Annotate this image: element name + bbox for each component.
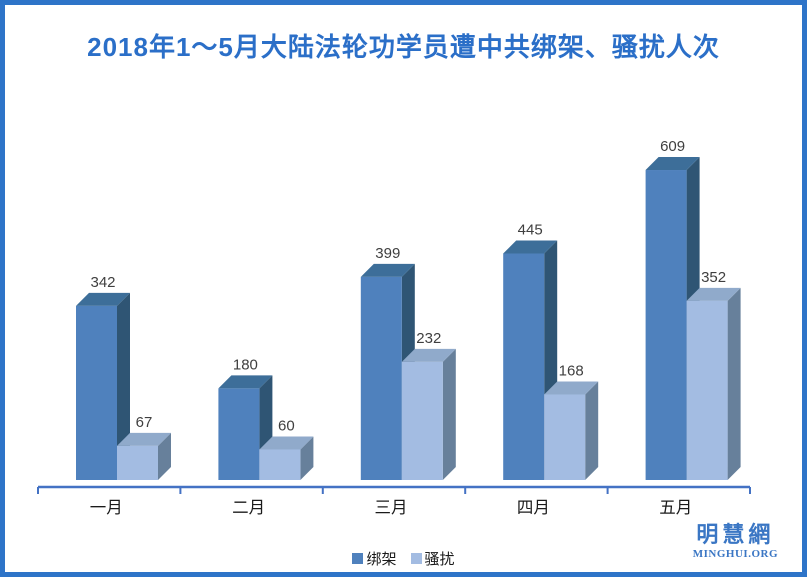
bar-value-label: 342 bbox=[90, 274, 115, 291]
chart-legend: 绑架 骚扰 bbox=[5, 548, 802, 569]
bar-value-label: 232 bbox=[416, 330, 441, 347]
x-axis-category-label: 四月 bbox=[517, 499, 550, 517]
minghui-logo-url: MINGHUI.ORG bbox=[692, 548, 778, 560]
bar-chart: 一月 二月 三月 四月 五月 342 67 180 60 399 232 445 168 609 352 bbox=[37, 138, 751, 517]
bar-front-face bbox=[218, 388, 260, 480]
legend-swatch-icon bbox=[352, 553, 364, 564]
x-axis-category-label: 二月 bbox=[232, 499, 265, 517]
legend-entry-saorao: 骚扰 bbox=[410, 548, 455, 569]
bar-side-face bbox=[442, 348, 456, 480]
bar-value-label: 445 bbox=[518, 221, 543, 238]
bar-front-face bbox=[686, 300, 728, 480]
bar-top-face bbox=[401, 348, 456, 362]
bar-side-face bbox=[727, 287, 741, 480]
bar-value-label: 609 bbox=[660, 138, 685, 155]
legend-swatch-icon bbox=[410, 553, 422, 564]
chart-title: 2018年1～5月大陆法轮功学员遭中共绑架、骚扰人次 bbox=[87, 32, 720, 62]
minghui-logo-chinese: 明慧網 bbox=[696, 522, 775, 547]
bar-front-face bbox=[259, 449, 301, 480]
x-axis-category-label: 一月 bbox=[90, 499, 123, 517]
bar-side-face bbox=[300, 436, 314, 480]
bar-front-face bbox=[401, 361, 443, 480]
bar-top-face bbox=[544, 381, 599, 395]
bar-top-face bbox=[503, 240, 558, 254]
bar-value-label: 67 bbox=[136, 414, 153, 431]
bar-front-face bbox=[117, 445, 158, 480]
bar-top-face bbox=[218, 375, 273, 389]
bar-top-face bbox=[76, 292, 130, 306]
bar-value-label: 60 bbox=[278, 417, 295, 434]
bar-top-face bbox=[259, 436, 314, 450]
bar-top-face bbox=[686, 287, 741, 301]
bar-side-face bbox=[585, 381, 599, 480]
x-axis-category-label: 三月 bbox=[375, 499, 408, 517]
legend-label: 骚扰 bbox=[424, 551, 455, 568]
bar-value-label: 180 bbox=[233, 356, 258, 373]
bar-side-face bbox=[117, 292, 130, 480]
bar-front-face bbox=[503, 253, 545, 480]
bar-front-face bbox=[360, 276, 402, 480]
bar-value-label: 352 bbox=[701, 269, 726, 286]
bar-top-face bbox=[645, 157, 700, 171]
bar-side-face bbox=[158, 432, 171, 480]
legend-label: 绑架 bbox=[366, 551, 397, 568]
minghui-logo: 明慧網 MINGHUI.ORG bbox=[693, 524, 778, 560]
bar-front-face bbox=[544, 394, 586, 480]
legend-entry-bangjia: 绑架 bbox=[352, 548, 397, 569]
bar-value-label: 168 bbox=[559, 362, 584, 379]
bar-value-label: 399 bbox=[375, 245, 400, 262]
bar-top-face bbox=[360, 263, 415, 277]
x-axis-category-label: 五月 bbox=[659, 499, 692, 517]
bar-front-face bbox=[76, 305, 117, 480]
bar-top-face bbox=[117, 432, 171, 446]
bar-front-face bbox=[645, 170, 687, 481]
